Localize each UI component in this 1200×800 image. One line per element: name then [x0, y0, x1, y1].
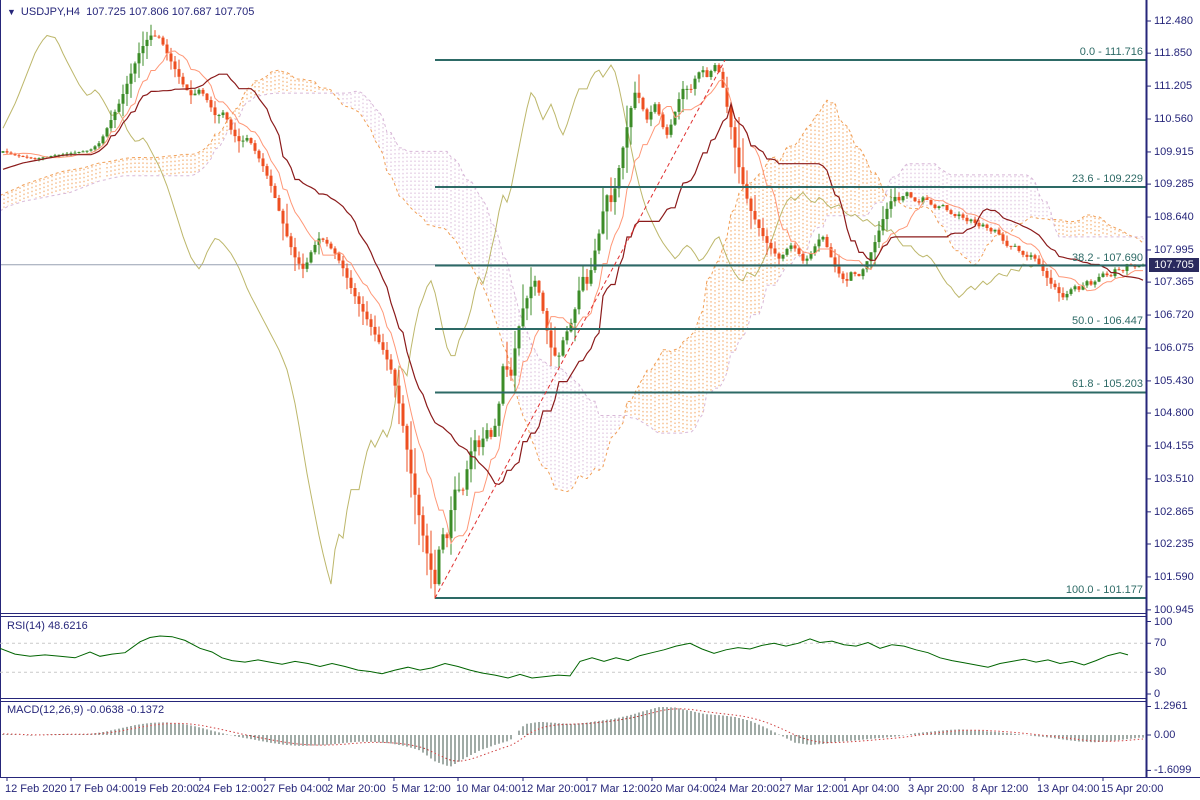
price-axis-tick-label: 107.365 — [1154, 276, 1194, 289]
time-axis-label: 13 Apr 04:00 — [1037, 783, 1100, 795]
current-price-badge: 107.705 — [1149, 258, 1199, 272]
price-axis-tick-label: 109.285 — [1154, 178, 1194, 191]
fib-level-label: 50.0 - 106.447 — [1072, 314, 1143, 327]
price-axis-tick-label: 110.560 — [1154, 113, 1193, 126]
time-axis-label: 2 Mar 20:00 — [327, 783, 386, 795]
time-axis-label: 19 Feb 20:00 — [134, 783, 199, 795]
time-axis-label: 1 Apr 04:00 — [843, 783, 900, 795]
price-axis-tick-label: 105.430 — [1154, 374, 1194, 387]
time-axis-label: 8 Apr 12:00 — [972, 783, 1029, 795]
macd-axis-tick-label: -1.6099 — [1154, 764, 1192, 777]
time-axis-label: 27 Mar 12:00 — [779, 783, 844, 795]
time-axis-label: 12 Feb 2020 — [5, 783, 67, 795]
price-axis-tick-label: 102.235 — [1154, 538, 1194, 550]
fib-level-label: 61.8 - 105.203 — [1072, 378, 1143, 391]
time-axis-label: 17 Mar 12:00 — [585, 783, 650, 795]
price-axis-tick-label: 104.800 — [1154, 407, 1194, 420]
time-axis-label: 10 Mar 04:00 — [456, 783, 521, 795]
time-axis-label: 24 Mar 20:00 — [714, 783, 779, 795]
price-axis-tick-label: 108.640 — [1154, 211, 1194, 224]
time-axis-label: 27 Feb 04:00 — [263, 783, 328, 795]
price-axis-tick-label: 109.915 — [1154, 145, 1194, 158]
ohlc-quotes-label: 107.725 107.806 107.687 107.705 — [86, 6, 255, 18]
fib-level-label: 23.6 - 109.229 — [1072, 172, 1143, 185]
price-axis-tick-label: 106.720 — [1154, 309, 1194, 322]
rsi-axis-tick-label: 70 — [1154, 637, 1167, 650]
price-axis-tick-label: 102.865 — [1154, 505, 1194, 518]
rsi-axis-tick-label: 0 — [1154, 688, 1161, 700]
price-axis-tick-label: 111.205 — [1154, 80, 1193, 93]
time-axis-label: 15 Apr 20:00 — [1101, 783, 1164, 795]
price-axis-tick-label: 112.480 — [1154, 15, 1193, 27]
rsi-axis-tick-label: 100 — [1154, 615, 1173, 628]
symbol-period-label: USDJPY,H4 — [20, 6, 81, 18]
macd-axis-tick-label: 0.00 — [1154, 729, 1176, 741]
time-axis-label: 24 Feb 12:00 — [198, 783, 263, 795]
price-axis-tick-label: 101.590 — [1154, 570, 1194, 583]
fib-level-label: 38.2 - 107.690 — [1072, 251, 1143, 264]
price-axis-tick-label: 103.510 — [1154, 472, 1194, 485]
macd-axis-tick-label: 1.2961 — [1154, 700, 1188, 713]
rsi-axis-tick-label: 30 — [1154, 666, 1167, 679]
time-axis-label: 20 Mar 04:00 — [650, 783, 715, 795]
rsi-indicator-label: RSI(14) 48.6216 — [7, 620, 88, 632]
fib-level-label: 0.0 - 111.716 — [1079, 46, 1143, 58]
fib-level-label: 100.0 - 101.177 — [1065, 584, 1143, 597]
time-axis-label: 17 Feb 04:00 — [69, 783, 134, 795]
chart-title: ▼ USDJPY,H4 107.725 107.806 107.687 107.7… — [7, 6, 254, 18]
time-axis-label: 3 Apr 20:00 — [908, 783, 965, 795]
time-axis-label: 12 Mar 20:00 — [521, 783, 586, 795]
time-axis-label: 5 Mar 12:00 — [392, 783, 451, 795]
price-axis-tick-label: 111.850 — [1154, 47, 1193, 60]
price-axis-tick-label: 106.075 — [1154, 341, 1194, 354]
price-axis-tick-label: 107.995 — [1154, 243, 1194, 256]
price-axis-tick-label: 104.155 — [1154, 439, 1194, 452]
dropdown-triangle-icon: ▼ — [7, 7, 16, 17]
price-axis-tick-label: 100.945 — [1154, 603, 1194, 616]
macd-indicator-label: MACD(12,26,9) -0.0638 -0.1372 — [7, 704, 165, 716]
